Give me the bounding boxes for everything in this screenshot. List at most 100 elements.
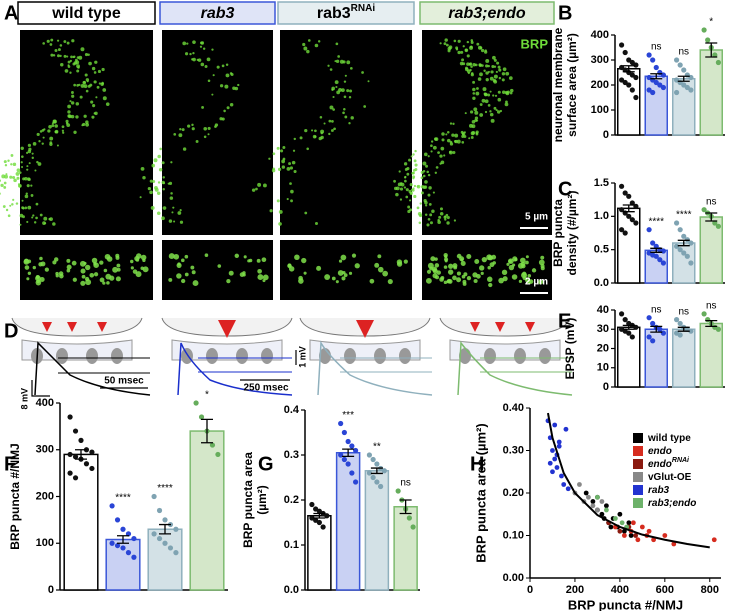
punctum xyxy=(85,89,89,93)
punctum xyxy=(32,214,35,217)
punctum xyxy=(103,268,108,273)
punctum xyxy=(474,110,479,115)
punctum xyxy=(471,120,476,124)
schematic xyxy=(161,317,293,364)
data-point xyxy=(712,52,718,58)
punctum xyxy=(80,47,85,52)
punctum xyxy=(242,273,246,277)
data-point xyxy=(353,447,359,454)
stain-label: BRP xyxy=(521,36,549,51)
punctum xyxy=(426,223,430,227)
data-point xyxy=(193,400,199,406)
punctum xyxy=(508,76,513,81)
punctum xyxy=(255,187,258,191)
punctum xyxy=(520,257,526,264)
punctum xyxy=(455,48,459,51)
punctum xyxy=(72,62,76,66)
data-point xyxy=(688,240,694,246)
data-point xyxy=(345,438,351,445)
genotype-box xyxy=(419,1,555,25)
punctum xyxy=(344,115,348,119)
data-point xyxy=(83,461,90,467)
punctum xyxy=(492,261,496,265)
punctum xyxy=(449,122,453,125)
punctum xyxy=(226,106,230,110)
punctum xyxy=(31,152,34,155)
punctum xyxy=(32,142,37,146)
punctum xyxy=(494,94,498,97)
punctum xyxy=(197,58,202,62)
punctum xyxy=(49,142,53,146)
y-tick-label: 0.4 xyxy=(284,404,300,416)
punctum xyxy=(184,272,189,277)
micrograph-zoom xyxy=(162,240,273,300)
punctum xyxy=(5,208,9,212)
punctum xyxy=(43,222,47,225)
punctum xyxy=(292,149,296,152)
data-point xyxy=(626,213,632,219)
punctum xyxy=(64,69,69,73)
data-point xyxy=(173,550,179,556)
punctum xyxy=(184,254,189,259)
legend-name: wild type xyxy=(647,433,691,444)
punctum xyxy=(446,278,452,284)
y-tick-label: 0.2 xyxy=(284,494,299,506)
legend-label: endo xyxy=(648,446,672,457)
punctum xyxy=(168,219,173,223)
punctum xyxy=(192,52,195,55)
punctum xyxy=(466,253,472,259)
punctum xyxy=(135,271,142,278)
punctum xyxy=(95,96,98,99)
punctum xyxy=(199,45,203,48)
punctum xyxy=(105,102,110,106)
punctum xyxy=(230,72,234,77)
punctum xyxy=(406,172,410,176)
punctum xyxy=(449,142,454,146)
punctum xyxy=(407,205,411,209)
data-point xyxy=(629,334,635,340)
punctum xyxy=(186,42,189,45)
punctum xyxy=(262,274,269,281)
punctum xyxy=(461,134,465,138)
punctum xyxy=(67,110,71,114)
punctum xyxy=(85,120,89,124)
data-point xyxy=(626,82,632,88)
punctum xyxy=(329,105,334,110)
legend-swatch xyxy=(633,498,643,508)
punctum xyxy=(420,185,425,189)
data-point xyxy=(619,520,625,526)
punctum xyxy=(460,50,464,54)
punctum xyxy=(139,196,142,199)
punctum xyxy=(26,168,29,171)
punctum xyxy=(456,139,461,144)
punctum xyxy=(37,162,42,166)
legend-name: rab3;endo xyxy=(648,498,696,509)
punctum xyxy=(342,60,346,64)
punctum xyxy=(221,117,225,121)
punctum xyxy=(340,254,347,261)
data-point xyxy=(677,227,683,233)
error-bar xyxy=(677,239,690,247)
punctum xyxy=(481,64,484,67)
error-bar xyxy=(75,449,87,460)
punctum xyxy=(448,150,452,154)
data-point xyxy=(67,470,73,476)
punctum xyxy=(162,181,166,185)
error-bar xyxy=(313,512,326,519)
punctum xyxy=(479,113,484,117)
punctum xyxy=(140,166,145,171)
punctum xyxy=(426,269,432,274)
punctum xyxy=(428,202,432,206)
punctum xyxy=(452,151,456,155)
punctum xyxy=(470,65,473,68)
data-point xyxy=(156,507,163,514)
data-point xyxy=(677,332,683,338)
punctum xyxy=(130,259,134,264)
data-point xyxy=(78,437,84,443)
punctum xyxy=(404,179,407,183)
punctum xyxy=(491,64,495,69)
data-point xyxy=(715,326,722,332)
punctum xyxy=(377,254,382,259)
data-point xyxy=(72,475,79,481)
punctum xyxy=(438,215,442,219)
